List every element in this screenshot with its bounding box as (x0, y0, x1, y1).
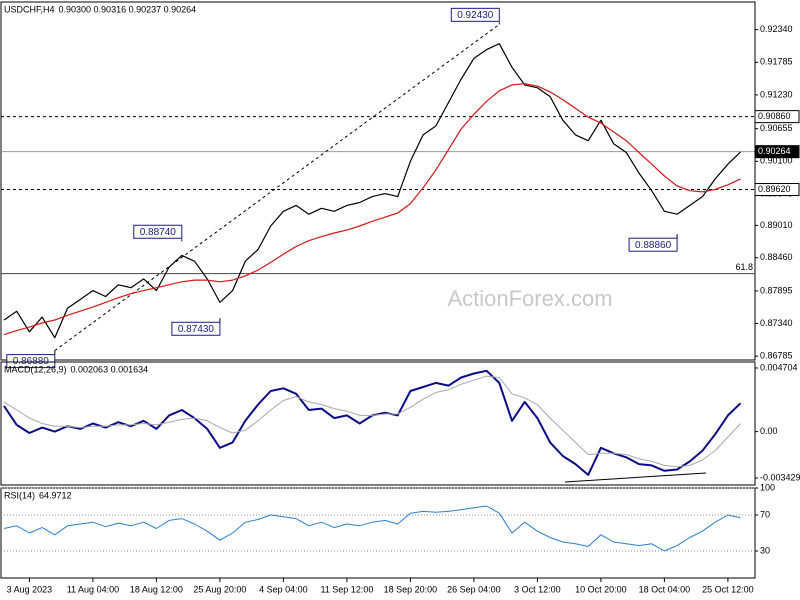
level-box (754, 145, 800, 159)
panel-frame (0, 1, 756, 361)
panel-frame (0, 487, 756, 579)
x-tick-label: 26 Sep 04:00 (447, 584, 501, 594)
series-line (3, 375, 741, 468)
y-tick-label: 0.91785 (760, 57, 793, 67)
annotation-box (133, 224, 183, 239)
panel-frame (0, 361, 756, 486)
panel-values: 64.9712 (39, 490, 72, 500)
panel-title: USDCHF,H4 (4, 4, 55, 14)
panel-values: 0.002063 0.001634 (71, 364, 149, 374)
x-tick-label: 18 Aug 12:00 (130, 584, 183, 594)
x-tick-label: 3 Aug 2023 (7, 584, 53, 594)
y-tick-label: 0.90655 (760, 123, 793, 133)
y-tick-label: 70 (760, 509, 770, 519)
x-tick-label: 18 Oct 04:00 (639, 584, 691, 594)
fib-label: 61.8 (735, 262, 753, 272)
y-tick-label: 0.92340 (760, 24, 793, 34)
panel-title: RSI(14) (4, 490, 35, 500)
y-tick-label: 100 (760, 482, 775, 492)
x-tick-label: 25 Oct 12:00 (702, 584, 754, 594)
y-tick-label: 0.90100 (760, 156, 793, 166)
panel-title: MACD(12,26,9) (4, 364, 67, 374)
x-tick-label: 18 Sep 20:00 (384, 584, 438, 594)
annotation-box (6, 354, 56, 369)
series-line (3, 369, 742, 476)
x-tick-label: 3 Oct 12:00 (514, 584, 561, 594)
level-label: 0.89620 (758, 184, 791, 194)
annotation-box (171, 321, 221, 336)
y-tick-label: 0.87340 (760, 318, 793, 328)
x-tick-label: 10 Oct 20:00 (575, 584, 627, 594)
annotation-label: 0.87430 (178, 324, 215, 335)
y-tick-label: 0.00 (760, 426, 778, 436)
x-tick-label: 25 Aug 20:00 (193, 584, 246, 594)
annotation-label: 0.88860 (635, 240, 672, 251)
y-tick-label: 0.89010 (760, 220, 793, 230)
y-tick-label: 0.004704 (760, 362, 798, 372)
series-line (3, 43, 742, 339)
annotation-box (450, 7, 500, 22)
x-tick-label: 11 Sep 12:00 (320, 584, 373, 594)
trend-line (54, 23, 500, 351)
annotation-label: 0.88740 (140, 227, 177, 238)
series-line (3, 505, 741, 552)
x-tick-label: 4 Sep 04:00 (259, 584, 308, 594)
y-tick-label: 0.87895 (760, 285, 793, 295)
y-tick-label: 30 (760, 545, 770, 555)
y-tick-label: -0.003429 (760, 472, 800, 482)
panel-values: 0.90300 0.90316 0.90237 0.90264 (59, 4, 197, 14)
level-label: 0.90860 (758, 111, 791, 121)
y-tick-label: 0.88460 (760, 252, 793, 262)
y-tick-label: 0.86785 (760, 351, 793, 361)
level-box (754, 183, 800, 197)
macd-trend-line (564, 472, 707, 483)
level-box (754, 110, 800, 124)
level-label: 0.90264 (758, 146, 791, 156)
series-line (3, 83, 741, 336)
annotation-label: 0.92430 (457, 10, 494, 21)
watermark: ActionForex.com (447, 286, 612, 311)
annotation-box (628, 237, 678, 252)
y-tick-label: 0.91230 (760, 89, 793, 99)
x-tick-label: 11 Aug 04:00 (67, 584, 119, 594)
